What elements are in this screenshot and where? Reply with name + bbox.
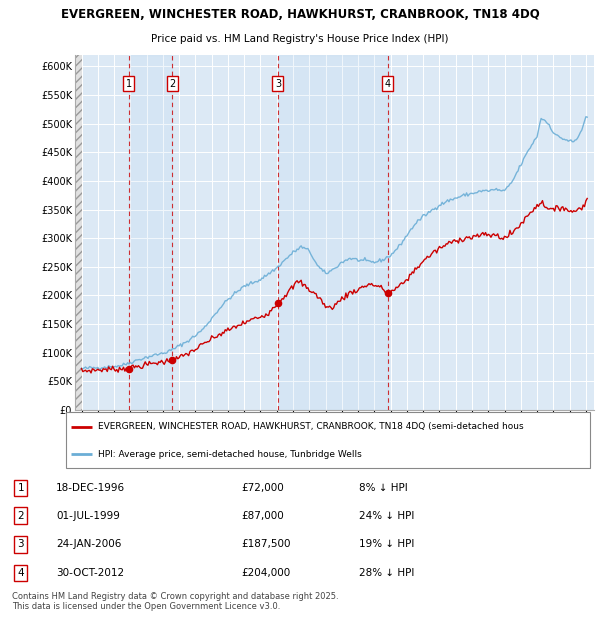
Text: 30-OCT-2012: 30-OCT-2012	[56, 568, 124, 578]
Text: £72,000: £72,000	[241, 483, 284, 493]
Text: 4: 4	[17, 568, 24, 578]
Text: Price paid vs. HM Land Registry's House Price Index (HPI): Price paid vs. HM Land Registry's House …	[151, 34, 449, 44]
Text: 24% ↓ HPI: 24% ↓ HPI	[359, 511, 414, 521]
Bar	[129, 55, 172, 410]
Text: 2: 2	[169, 79, 175, 89]
Text: 1: 1	[126, 79, 132, 89]
Point	[167, 355, 177, 365]
Text: EVERGREEN, WINCHESTER ROAD, HAWKHURST, CRANBROOK, TN18 4DQ: EVERGREEN, WINCHESTER ROAD, HAWKHURST, C…	[61, 8, 539, 21]
Text: £87,000: £87,000	[241, 511, 284, 521]
Point	[124, 364, 134, 374]
Text: 18-DEC-1996: 18-DEC-1996	[56, 483, 125, 493]
Text: £187,500: £187,500	[241, 539, 291, 549]
Text: £204,000: £204,000	[241, 568, 290, 578]
Text: EVERGREEN, WINCHESTER ROAD, HAWKHURST, CRANBROOK, TN18 4DQ (semi-detached hous: EVERGREEN, WINCHESTER ROAD, HAWKHURST, C…	[98, 422, 523, 432]
Text: Contains HM Land Registry data © Crown copyright and database right 2025.
This d: Contains HM Land Registry data © Crown c…	[12, 592, 338, 611]
Point	[383, 288, 393, 298]
Text: 01-JUL-1999: 01-JUL-1999	[56, 511, 120, 521]
FancyBboxPatch shape	[65, 412, 590, 467]
Text: 24-JAN-2006: 24-JAN-2006	[56, 539, 121, 549]
Bar	[75, 55, 82, 410]
Text: 3: 3	[275, 79, 281, 89]
Text: 3: 3	[17, 539, 24, 549]
Text: 28% ↓ HPI: 28% ↓ HPI	[359, 568, 414, 578]
Text: 1: 1	[17, 483, 24, 493]
Text: HPI: Average price, semi-detached house, Tunbridge Wells: HPI: Average price, semi-detached house,…	[98, 450, 361, 459]
Bar	[278, 55, 388, 410]
Point	[273, 298, 283, 308]
Text: 4: 4	[385, 79, 391, 89]
Text: 2: 2	[17, 511, 24, 521]
Text: 19% ↓ HPI: 19% ↓ HPI	[359, 539, 414, 549]
Text: 8% ↓ HPI: 8% ↓ HPI	[359, 483, 407, 493]
